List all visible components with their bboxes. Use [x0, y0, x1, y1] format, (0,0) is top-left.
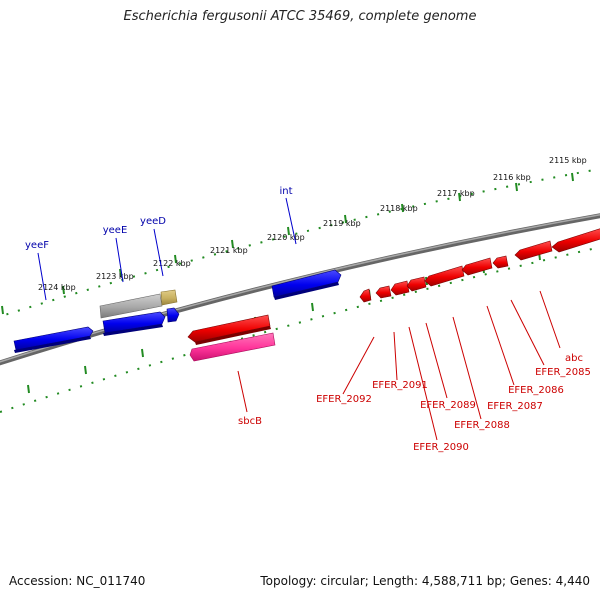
gene-label: EFER_2090: [413, 442, 469, 453]
forward-gene-labels: yeeF yeeE yeeD int: [25, 186, 293, 251]
gene-label: yeeF: [25, 240, 49, 251]
gene-EFER_2089[interactable]: [406, 276, 427, 292]
scale-label: 2119 kbp: [323, 219, 361, 228]
gene-EFER_2088[interactable]: [424, 265, 465, 287]
gene-yeeD-cds[interactable]: [166, 307, 180, 323]
scale-label: 2122 kbp: [153, 259, 191, 268]
gene-EFER_2090[interactable]: [390, 280, 410, 296]
gene-shadow: [103, 324, 163, 336]
gene-label: sbcB: [238, 416, 262, 427]
gene-label: yeeE: [103, 225, 128, 236]
gene-label: int: [279, 186, 292, 197]
gene-EFER_2091[interactable]: [375, 285, 392, 299]
map-title: Escherichia fergusonii ATCC 35469, compl…: [123, 9, 477, 24]
scale-label: 2115 kbp: [549, 156, 587, 165]
gene-sbcB-rna[interactable]: [189, 332, 276, 362]
upper-major-ticks: [1, 172, 574, 315]
gene-shadow: [14, 336, 91, 353]
gene-yeeF[interactable]: [13, 326, 94, 351]
genome-summary-text: Topology: circular; Length: 4,588,711 bp…: [260, 574, 590, 588]
gene-label: abc: [565, 353, 583, 364]
scale-label: 2120 kbp: [267, 233, 305, 242]
gene-shadow: [274, 282, 339, 300]
scale-label: 2117 kbp: [437, 189, 475, 198]
upper-scale-track: [0, 167, 600, 318]
forward-leader-lines: [37, 197, 297, 301]
gene-label: EFER_2091: [372, 380, 428, 391]
scale-label: 2118 kbp: [380, 204, 418, 213]
gene-label: EFER_2085: [535, 367, 591, 378]
scale-label: 2124 kbp: [38, 283, 76, 292]
reverse-leader-lines: [237, 290, 561, 441]
gene-EFER_2086[interactable]: [492, 255, 509, 269]
gene-label: EFER_2092: [316, 394, 372, 405]
gene-label: EFER_2088: [454, 420, 510, 431]
gene-EFER_2085[interactable]: [514, 240, 553, 261]
scale-label: 2116 kbp: [493, 173, 531, 182]
accession-text: Accession: NC_011740: [9, 574, 146, 588]
reverse-gene-labels: sbcB EFER_2092 EFER_2091 EFER_2090 EFER_…: [238, 353, 591, 453]
gene-label: yeeD: [140, 216, 166, 227]
gene-rna[interactable]: [160, 289, 178, 306]
gene-int[interactable]: [271, 269, 342, 298]
gene-shadow: [195, 326, 271, 345]
gene-pseudo[interactable]: [99, 293, 163, 319]
gene-abc[interactable]: [551, 228, 600, 253]
gene-EFER_2092[interactable]: [359, 288, 372, 303]
reverse-genes: [187, 228, 600, 362]
gene-label: EFER_2086: [508, 385, 564, 396]
scale-label: 2123 kbp: [96, 272, 134, 281]
gene-label: EFER_2087: [487, 401, 543, 412]
forward-genes: [13, 269, 342, 353]
gene-EFER_2087[interactable]: [461, 257, 493, 276]
scale-labels: 2115 kbp 2116 kbp 2117 kbp 2118 kbp 2119…: [38, 156, 587, 292]
gene-label: EFER_2089: [420, 400, 476, 411]
gene-yeeE[interactable]: [102, 311, 166, 334]
scale-label: 2121 kbp: [210, 246, 248, 255]
